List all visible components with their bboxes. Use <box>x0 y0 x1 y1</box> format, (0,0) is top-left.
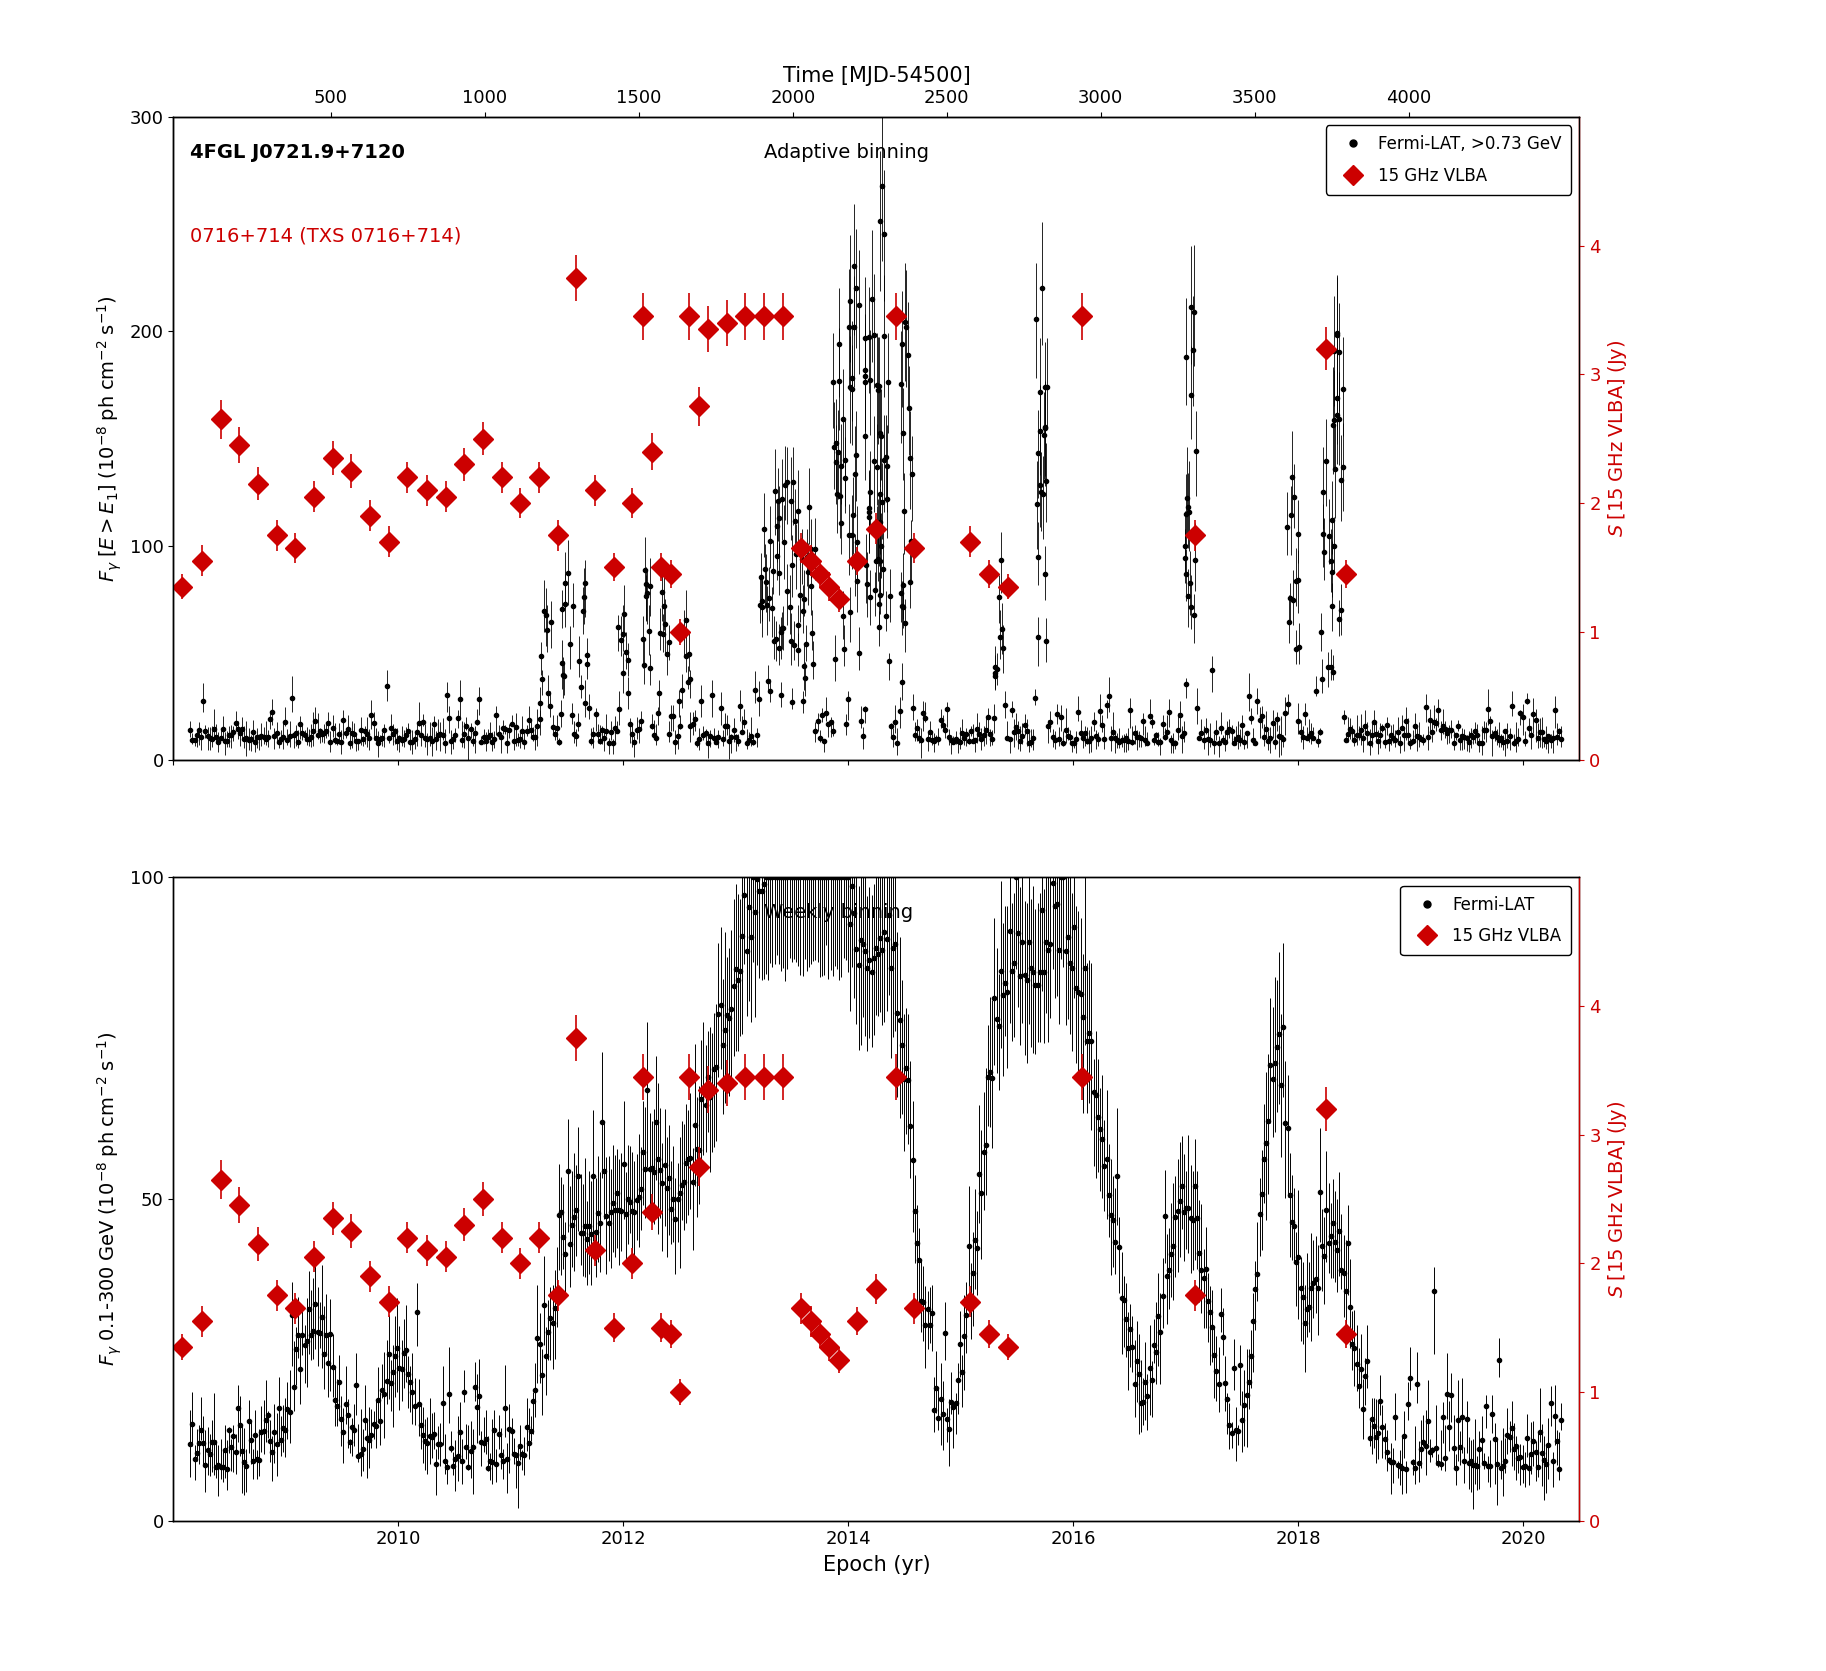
Legend: Fermi-LAT, >0.73 GeV, 15 GHz VLBA: Fermi-LAT, >0.73 GeV, 15 GHz VLBA <box>1326 125 1570 194</box>
X-axis label: Time [MJD-54500]: Time [MJD-54500] <box>783 67 970 87</box>
Y-axis label: $F_{\gamma}\;[E>E_1]\;(10^{-8}\;\mathrm{ph\;cm^{-2}\;s^{-1}})$: $F_{\gamma}\;[E>E_1]\;(10^{-8}\;\mathrm{… <box>95 296 124 582</box>
Y-axis label: $S\;[15\;\mathrm{GHz\;VLBA}]\;(\mathrm{Jy})$: $S\;[15\;\mathrm{GHz\;VLBA}]\;(\mathrm{J… <box>1607 339 1629 538</box>
X-axis label: Epoch (yr): Epoch (yr) <box>824 1556 929 1576</box>
Text: 4FGL J0721.9+7120: 4FGL J0721.9+7120 <box>190 142 405 162</box>
Legend: Fermi-LAT, 15 GHz VLBA: Fermi-LAT, 15 GHz VLBA <box>1401 886 1570 954</box>
Text: Weekly binning: Weekly binning <box>763 902 913 922</box>
Y-axis label: $S\;[15\;\mathrm{GHz\;VLBA}]\;(\mathrm{Jy})$: $S\;[15\;\mathrm{GHz\;VLBA}]\;(\mathrm{J… <box>1607 1100 1629 1298</box>
Y-axis label: $F_{\gamma}\;0.1\text{-}300\;\mathrm{GeV}\;(10^{-8}\;\mathrm{ph\;cm^{-2}\;s^{-1}: $F_{\gamma}\;0.1\text{-}300\;\mathrm{GeV… <box>97 1031 124 1367</box>
Text: Adaptive binning: Adaptive binning <box>763 142 929 162</box>
Text: 0716+714 (TXS 0716+714): 0716+714 (TXS 0716+714) <box>190 226 462 246</box>
